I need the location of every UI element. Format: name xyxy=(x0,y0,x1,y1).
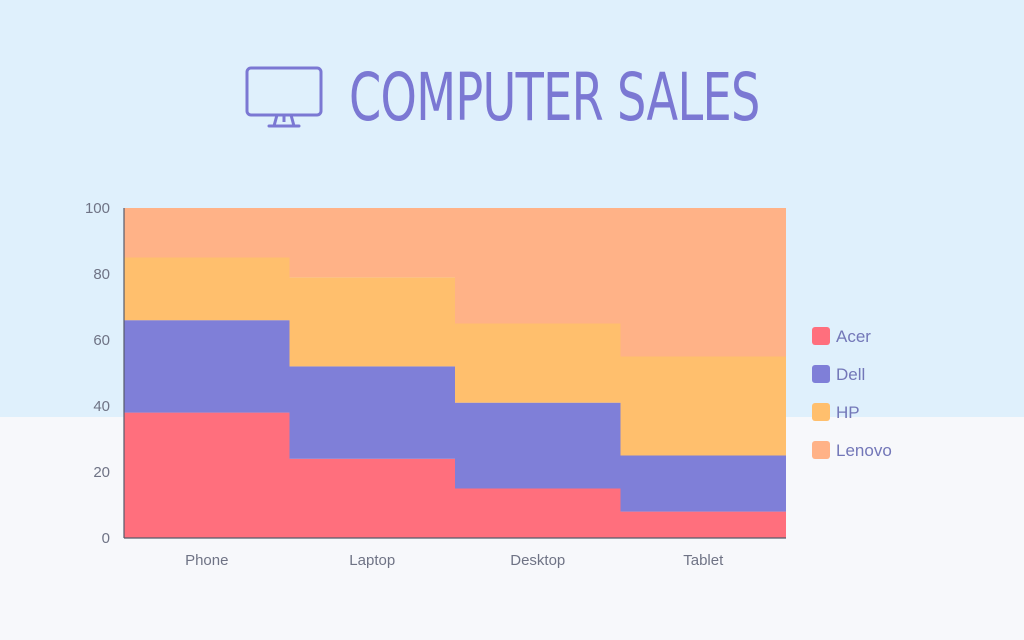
bar-lenovo-phone xyxy=(124,208,290,258)
bars-layer xyxy=(124,208,786,538)
y-tick-label: 40 xyxy=(93,398,110,415)
bar-lenovo-desktop xyxy=(455,208,621,324)
bar-dell-laptop xyxy=(289,366,455,459)
legend-swatch-lenovo xyxy=(812,441,830,459)
legend: Acer Dell HP Lenovo xyxy=(812,327,892,460)
x-tick-label-phone: Phone xyxy=(185,552,228,569)
bar-dell-phone xyxy=(124,320,290,413)
legend-label-lenovo: Lenovo xyxy=(836,441,892,460)
bar-dell-tablet xyxy=(620,455,786,512)
y-tick-label: 80 xyxy=(93,266,110,283)
header: COMPUTER SALES xyxy=(0,52,1024,144)
axis-layer: 0 20 40 60 80 100 Phone Laptop Desktop Tablet xyxy=(85,200,786,569)
bar-hp-desktop xyxy=(455,323,621,403)
legend-label-dell: Dell xyxy=(836,365,865,384)
monitor-icon xyxy=(245,66,323,128)
legend-swatch-hp xyxy=(812,403,830,421)
bar-dell-desktop xyxy=(455,402,621,489)
legend-swatch-acer xyxy=(812,327,830,345)
y-tick-label: 60 xyxy=(93,332,110,349)
legend-label-hp: HP xyxy=(836,403,860,422)
x-tick-label-laptop: Laptop xyxy=(349,552,395,569)
bar-hp-phone xyxy=(124,257,290,321)
bar-lenovo-laptop xyxy=(289,208,455,278)
bar-acer-tablet xyxy=(620,511,786,538)
x-tick-label-tablet: Tablet xyxy=(683,552,724,569)
y-tick-label: 100 xyxy=(85,200,110,217)
bar-acer-phone xyxy=(124,412,290,538)
y-tick-label: 20 xyxy=(93,464,110,481)
bar-acer-desktop xyxy=(455,488,621,538)
bar-acer-laptop xyxy=(289,458,455,538)
x-tick-label-desktop: Desktop xyxy=(510,552,565,569)
legend-swatch-dell xyxy=(812,365,830,383)
y-tick-label: 0 xyxy=(102,530,110,547)
legend-label-acer: Acer xyxy=(836,327,871,346)
bar-hp-laptop xyxy=(289,277,455,367)
bar-hp-tablet xyxy=(620,356,786,456)
bar-lenovo-tablet xyxy=(620,208,786,357)
